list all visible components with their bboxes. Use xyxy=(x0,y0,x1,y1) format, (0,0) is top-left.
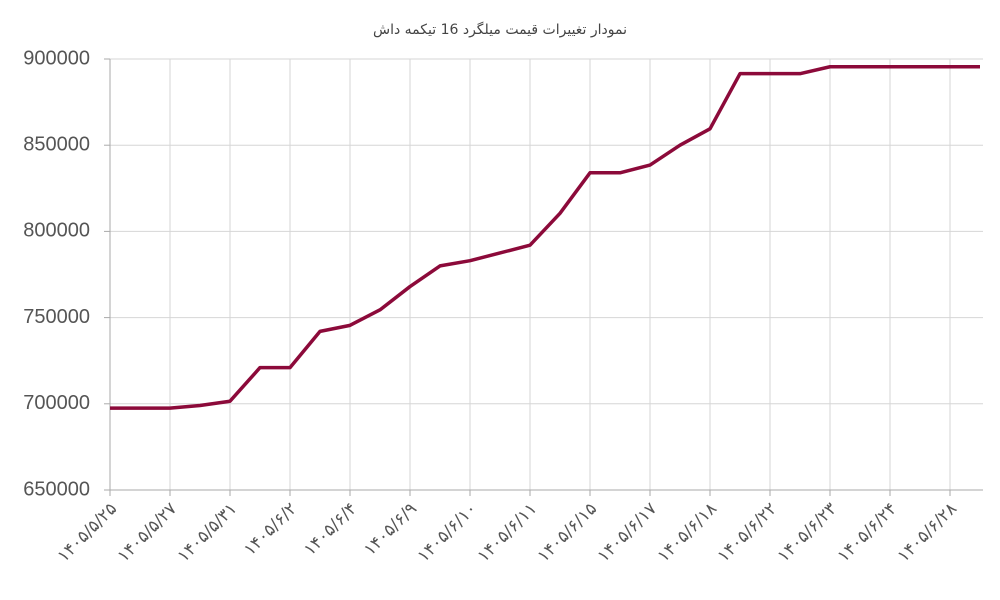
x-tick-label: ۱۴۰۵/۶/۲۸ xyxy=(894,499,961,566)
x-tick-label: ۱۴۰۵/۶/۲۳ xyxy=(774,499,841,566)
y-tick-label: 750000 xyxy=(23,306,90,328)
x-tick-label: ۱۴۰۵/۶/۱۸ xyxy=(654,499,721,566)
price-line xyxy=(110,65,980,410)
x-tick-label: ۱۴۰۵/۶/۲۴ xyxy=(834,499,901,566)
x-tick-label: ۱۴۰۵/۶/۱۱ xyxy=(474,499,541,566)
x-tick-label: ۱۴۰۵/۵/۲۵ xyxy=(54,499,121,566)
x-tick-label: ۱۴۰۵/۶/۴ xyxy=(300,499,361,560)
x-tick-label: ۱۴۰۵/۶/۱۷ xyxy=(594,499,661,566)
chart-title: نمودار تغییرات قیمت میلگرد 16 تیکمه داش xyxy=(373,21,627,38)
x-tick-label: ۱۴۰۵/۶/۲۲ xyxy=(714,499,781,566)
y-tick-label: 850000 xyxy=(23,133,90,155)
x-tick-label: ۱۴۰۵/۶/۱۰ xyxy=(414,499,481,566)
y-tick-label: 900000 xyxy=(23,47,90,69)
x-tick-label: ۱۴۰۵/۶/۹ xyxy=(360,499,421,560)
y-tick-label: 800000 xyxy=(23,220,90,242)
x-tick-label: ۱۴۰۵/۶/۱۵ xyxy=(534,499,601,566)
y-tick-label: 700000 xyxy=(23,392,90,414)
x-tick-label: ۱۴۰۵/۵/۲۷ xyxy=(114,499,181,566)
y-tick-label: 650000 xyxy=(23,478,90,500)
x-tick-label: ۱۴۰۵/۶/۲ xyxy=(240,499,301,560)
x-tick-label: ۱۴۰۵/۵/۳۱ xyxy=(174,499,241,566)
